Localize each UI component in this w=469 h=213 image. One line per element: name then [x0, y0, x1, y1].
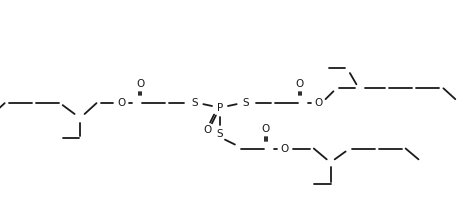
- Text: O: O: [136, 79, 144, 89]
- Text: O: O: [280, 144, 289, 154]
- Text: P: P: [217, 103, 223, 113]
- Text: O: O: [262, 124, 270, 134]
- Text: O: O: [295, 79, 304, 89]
- Text: O: O: [117, 98, 126, 108]
- Text: S: S: [217, 129, 223, 139]
- Text: O: O: [314, 98, 323, 108]
- Text: O: O: [203, 125, 211, 135]
- Text: S: S: [242, 98, 249, 108]
- Text: S: S: [191, 98, 197, 108]
